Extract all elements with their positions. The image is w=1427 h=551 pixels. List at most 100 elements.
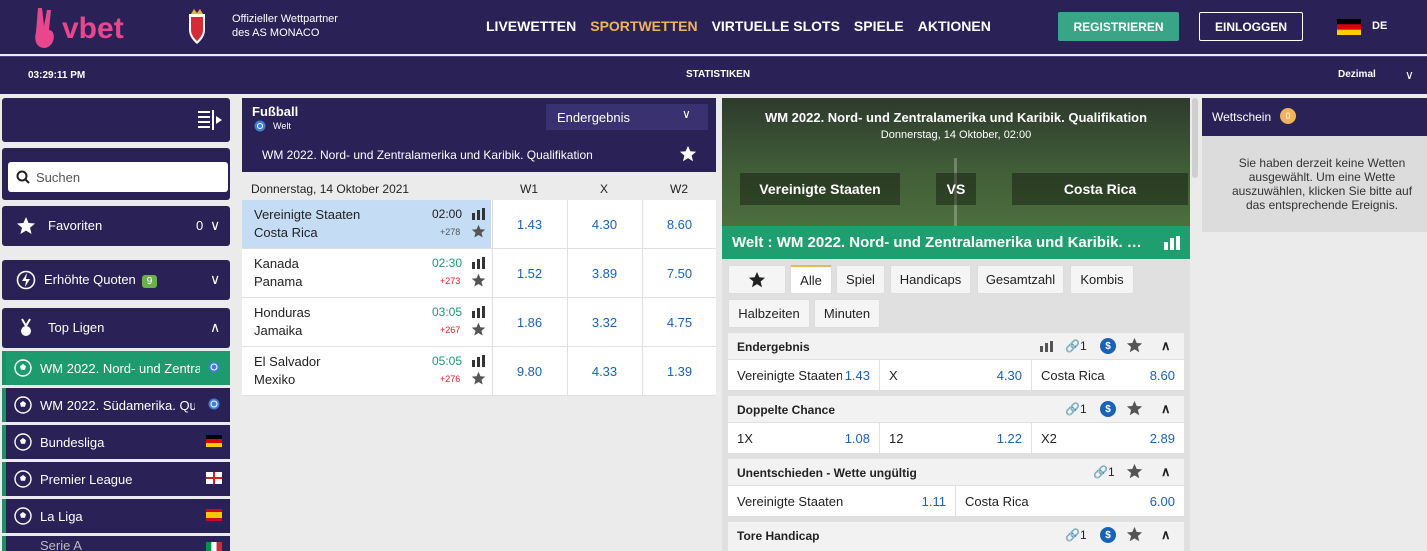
top-leagues-section[interactable]: Top Ligen ∧ <box>2 308 230 348</box>
link-icon[interactable]: 🔗1 <box>1065 339 1087 353</box>
link-icon[interactable]: 🔗1 <box>1065 402 1087 416</box>
stats-icon[interactable] <box>472 208 486 220</box>
star-icon[interactable] <box>1126 463 1143 480</box>
odd-cell[interactable]: 1X 1.08 <box>728 423 880 453</box>
market-header[interactable]: Doppelte Chance 🔗1 $ ∧ <box>728 396 1184 422</box>
tab-halbzeiten[interactable]: Halbzeiten <box>728 299 810 328</box>
match-teams[interactable]: Kanada Panama 02:30 +273 <box>242 249 491 297</box>
chevron-up-icon[interactable]: ∧ <box>1161 464 1171 479</box>
world-flag-icon <box>208 398 220 410</box>
football-icon <box>14 507 32 525</box>
link-icon[interactable]: 🔗1 <box>1093 465 1115 479</box>
betslip-header[interactable]: Wettschein 0 <box>1202 98 1427 136</box>
tab-favorites[interactable] <box>728 265 786 294</box>
odd-w2[interactable]: 4.75 <box>642 298 716 346</box>
odd-w1[interactable]: 1.86 <box>492 298 566 346</box>
odd-w1[interactable]: 9.80 <box>492 347 566 395</box>
market-header[interactable]: Tore Handicap 🔗1 $ ∧ <box>728 522 1184 551</box>
nav-livewetten[interactable]: LIVEWETTEN <box>486 18 577 34</box>
dollar-icon[interactable]: $ <box>1100 527 1116 543</box>
match-date: Donnerstag, 14 Oktober 2021 <box>251 182 410 196</box>
star-icon[interactable] <box>471 371 486 386</box>
nav-virtuelle-slots[interactable]: VIRTUELLE SLOTS <box>711 18 840 34</box>
market-header[interactable]: Unentschieden - Wette ungültig 🔗1 ∧ <box>728 459 1184 485</box>
odd-cell[interactable]: 12 1.22 <box>880 423 1032 453</box>
chevron-down-icon[interactable]: ∨ <box>682 107 691 121</box>
odd-cell[interactable]: Costa Rica 8.60 <box>1041 368 1175 383</box>
odd-x[interactable]: 3.89 <box>567 249 641 297</box>
league-item[interactable]: WM 2022. Südamerika. Qualifikation <box>2 388 230 422</box>
chevron-up-icon[interactable]: ∧ <box>1161 338 1171 353</box>
vbet-logo[interactable]: vbet <box>30 6 124 52</box>
odd-cell[interactable]: X2 2.89 <box>1041 431 1175 446</box>
register-button[interactable]: REGISTRIEREN <box>1058 12 1179 41</box>
odds-format-select[interactable]: Dezimal <box>1338 69 1376 80</box>
search-container: Suchen <box>2 148 230 200</box>
favorites-label: Favoriten <box>48 218 103 233</box>
chevron-up-icon[interactable]: ∧ <box>1161 401 1171 416</box>
league-item[interactable]: Bundesliga <box>2 425 230 459</box>
dollar-icon[interactable]: $ <box>1100 401 1116 417</box>
star-icon[interactable] <box>471 273 486 288</box>
market-dropdown[interactable]: Endergebnis <box>546 104 708 130</box>
odd-x[interactable]: 4.30 <box>567 200 641 248</box>
star-icon[interactable] <box>679 145 697 163</box>
statistics-link[interactable]: STATISTIKEN <box>686 69 751 80</box>
col-x: X <box>599 182 608 196</box>
odd-w1[interactable]: 1.52 <box>492 249 566 297</box>
star-icon[interactable] <box>1126 526 1143 543</box>
match-teams[interactable]: Honduras Jamaika 03:05 +267 <box>242 298 491 346</box>
market-header[interactable]: Endergebnis 🔗1 $ ∧ <box>728 333 1184 359</box>
odd-x[interactable]: 4.33 <box>567 347 641 395</box>
stats-icon[interactable] <box>1040 341 1054 352</box>
tab-minuten[interactable]: Minuten <box>814 299 880 328</box>
tab-gesamtzahl[interactable]: Gesamtzahl <box>977 265 1064 294</box>
league-item[interactable]: WM 2022. Nord- und Zentralamerika und Ka… <box>2 351 230 385</box>
stats-icon[interactable] <box>472 355 486 367</box>
league-item[interactable]: Serie A <box>2 536 230 551</box>
stats-icon[interactable] <box>472 306 486 318</box>
markets-panel: Alle Spiel Handicaps Gesamtzahl Kombis H… <box>722 259 1190 551</box>
monaco-crest-icon <box>189 9 205 44</box>
boosted-odds-section[interactable]: Erhöhte Quoten 9 ∨ <box>2 260 230 300</box>
tab-alle[interactable]: Alle <box>790 265 832 294</box>
tab-handicaps[interactable]: Handicaps <box>890 265 971 294</box>
odd-x[interactable]: 3.32 <box>567 298 641 346</box>
chevron-up-icon[interactable]: ∧ <box>1161 527 1171 542</box>
odd-w1[interactable]: 1.43 <box>492 200 566 248</box>
star-icon[interactable] <box>471 322 486 337</box>
login-button[interactable]: EINLOGGEN <box>1199 12 1303 41</box>
search-input[interactable]: Suchen <box>8 162 228 192</box>
star-icon[interactable] <box>471 224 486 239</box>
stats-icon[interactable] <box>1164 236 1180 250</box>
tab-kombis[interactable]: Kombis <box>1070 265 1134 294</box>
odd-cell[interactable]: X 4.30 <box>880 360 1032 390</box>
league-item[interactable]: La Liga <box>2 499 230 533</box>
sidebar-toggle[interactable] <box>2 98 230 142</box>
scrollbar[interactable] <box>1192 98 1198 178</box>
star-icon[interactable] <box>1126 400 1143 417</box>
language-selector[interactable]: DE <box>1372 20 1388 32</box>
event-hero: WM 2022. Nord- und Zentralamerika und Ka… <box>722 98 1190 226</box>
nav-aktionen[interactable]: AKTIONEN <box>917 18 991 34</box>
odd-w2[interactable]: 8.60 <box>642 200 716 248</box>
match-teams[interactable]: Vereinigte Staaten Costa Rica 02:00 +278 <box>242 200 491 248</box>
favorites-section[interactable]: Favoriten 0 ∨ <box>2 206 230 246</box>
star-icon[interactable] <box>1126 337 1143 354</box>
dollar-icon[interactable]: $ <box>1100 338 1116 354</box>
partner-text: Offizieller Wettpartner des AS MONACO <box>232 13 338 39</box>
odd-cell[interactable]: Costa Rica 6.00 <box>965 494 1175 509</box>
tab-spiel[interactable]: Spiel <box>836 265 885 294</box>
odd-w2[interactable]: 7.50 <box>642 249 716 297</box>
match-teams[interactable]: El Salvador Mexiko 05:05 +276 <box>242 347 491 395</box>
stats-icon[interactable] <box>472 257 486 269</box>
odd-cell[interactable]: Vereinigte Staaten 1.11 <box>728 486 956 516</box>
chevron-down-icon[interactable]: ∨ <box>1405 68 1414 82</box>
nav-sportwetten[interactable]: SPORTWETTEN <box>590 18 698 34</box>
german-flag-icon[interactable] <box>1337 19 1361 35</box>
nav-spiele[interactable]: SPIELE <box>853 18 904 34</box>
link-icon[interactable]: 🔗1 <box>1065 528 1087 542</box>
odd-w2[interactable]: 1.39 <box>642 347 716 395</box>
league-item[interactable]: Premier League <box>2 462 230 496</box>
odd-cell[interactable]: Vereinigte Staaten 1.43 <box>728 360 880 390</box>
